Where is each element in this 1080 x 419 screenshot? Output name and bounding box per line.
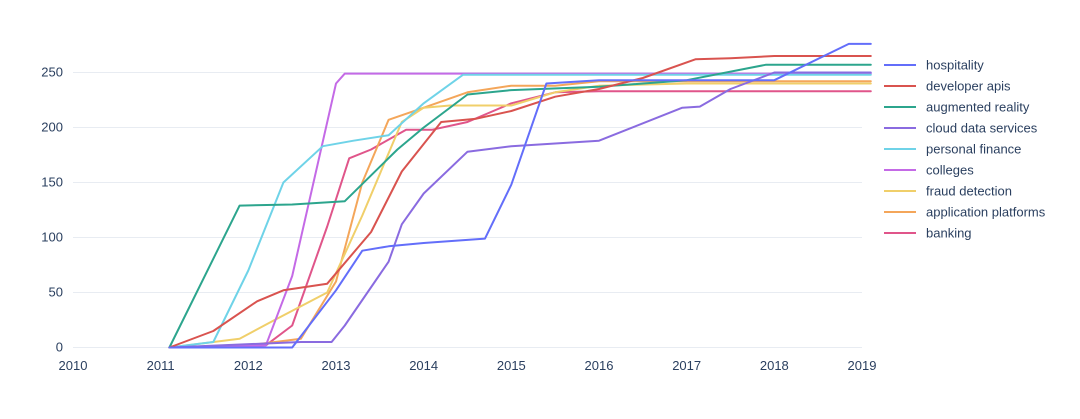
x-tick-label: 2019 xyxy=(848,358,877,373)
legend[interactable]: hospitality developer apis augmented reali… xyxy=(884,58,1046,241)
series-line-colleges xyxy=(168,72,872,349)
legend-label: hospitality xyxy=(926,58,984,73)
x-tick-label: 2017 xyxy=(672,358,701,373)
y-tick-label: 100 xyxy=(41,230,63,245)
legend-item-fraud-detection[interactable]: fraud detection xyxy=(884,184,1012,199)
legend-label: augmented reality xyxy=(926,100,1030,115)
legend-item-personal-finance[interactable]: personal finance xyxy=(884,142,1021,157)
series-line-application-platforms xyxy=(168,80,872,349)
y-tick-label: 0 xyxy=(56,340,63,355)
x-tick-label: 2015 xyxy=(497,358,526,373)
legend-label: personal finance xyxy=(926,142,1021,157)
legend-item-cloud-data-services[interactable]: cloud data services xyxy=(884,121,1038,136)
legend-item-banking[interactable]: banking xyxy=(884,226,972,241)
x-tick-label: 2018 xyxy=(760,358,789,373)
series-line-hospitality xyxy=(168,42,872,349)
x-tick-label: 2012 xyxy=(234,358,263,373)
legend-label: banking xyxy=(926,226,972,241)
x-tick-label: 2010 xyxy=(59,358,88,373)
series-line-fraud-detection xyxy=(168,82,872,349)
y-tick-label: 200 xyxy=(41,120,63,135)
series-lines xyxy=(168,42,872,349)
legend-label: developer apis xyxy=(926,79,1011,94)
legend-item-colleges[interactable]: colleges xyxy=(884,163,974,178)
x-tick-label: 2014 xyxy=(409,358,438,373)
legend-item-application-platforms[interactable]: application platforms xyxy=(884,205,1046,220)
series-line-developer-apis xyxy=(168,55,872,349)
series-line-augmented-reality xyxy=(168,63,872,349)
series-line-personal-finance xyxy=(168,73,872,349)
x-tick-label: 2013 xyxy=(322,358,351,373)
legend-item-hospitality[interactable]: hospitality xyxy=(884,58,984,73)
x-tick-label: 2016 xyxy=(585,358,614,373)
legend-label: cloud data services xyxy=(926,121,1038,136)
series-line-cloud-data-services xyxy=(168,71,872,349)
series-line-banking xyxy=(168,90,872,349)
legend-label: fraud detection xyxy=(926,184,1012,199)
legend-item-developer-apis[interactable]: developer apis xyxy=(884,79,1011,94)
y-tick-label: 250 xyxy=(41,65,63,80)
y-tick-label: 50 xyxy=(49,285,63,300)
y-axis-ticks: 0 50 100 150 200 250 xyxy=(41,65,63,355)
grid-lines xyxy=(73,72,862,348)
legend-label: application platforms xyxy=(926,205,1046,220)
legend-label: colleges xyxy=(926,163,974,178)
legend-item-augmented-reality[interactable]: augmented reality xyxy=(884,100,1030,115)
x-tick-label: 2011 xyxy=(147,358,175,373)
x-axis-ticks: 2010 2011 2012 2013 2014 2015 2016 2017 2018 2019 xyxy=(59,358,877,373)
y-tick-label: 150 xyxy=(41,175,63,190)
